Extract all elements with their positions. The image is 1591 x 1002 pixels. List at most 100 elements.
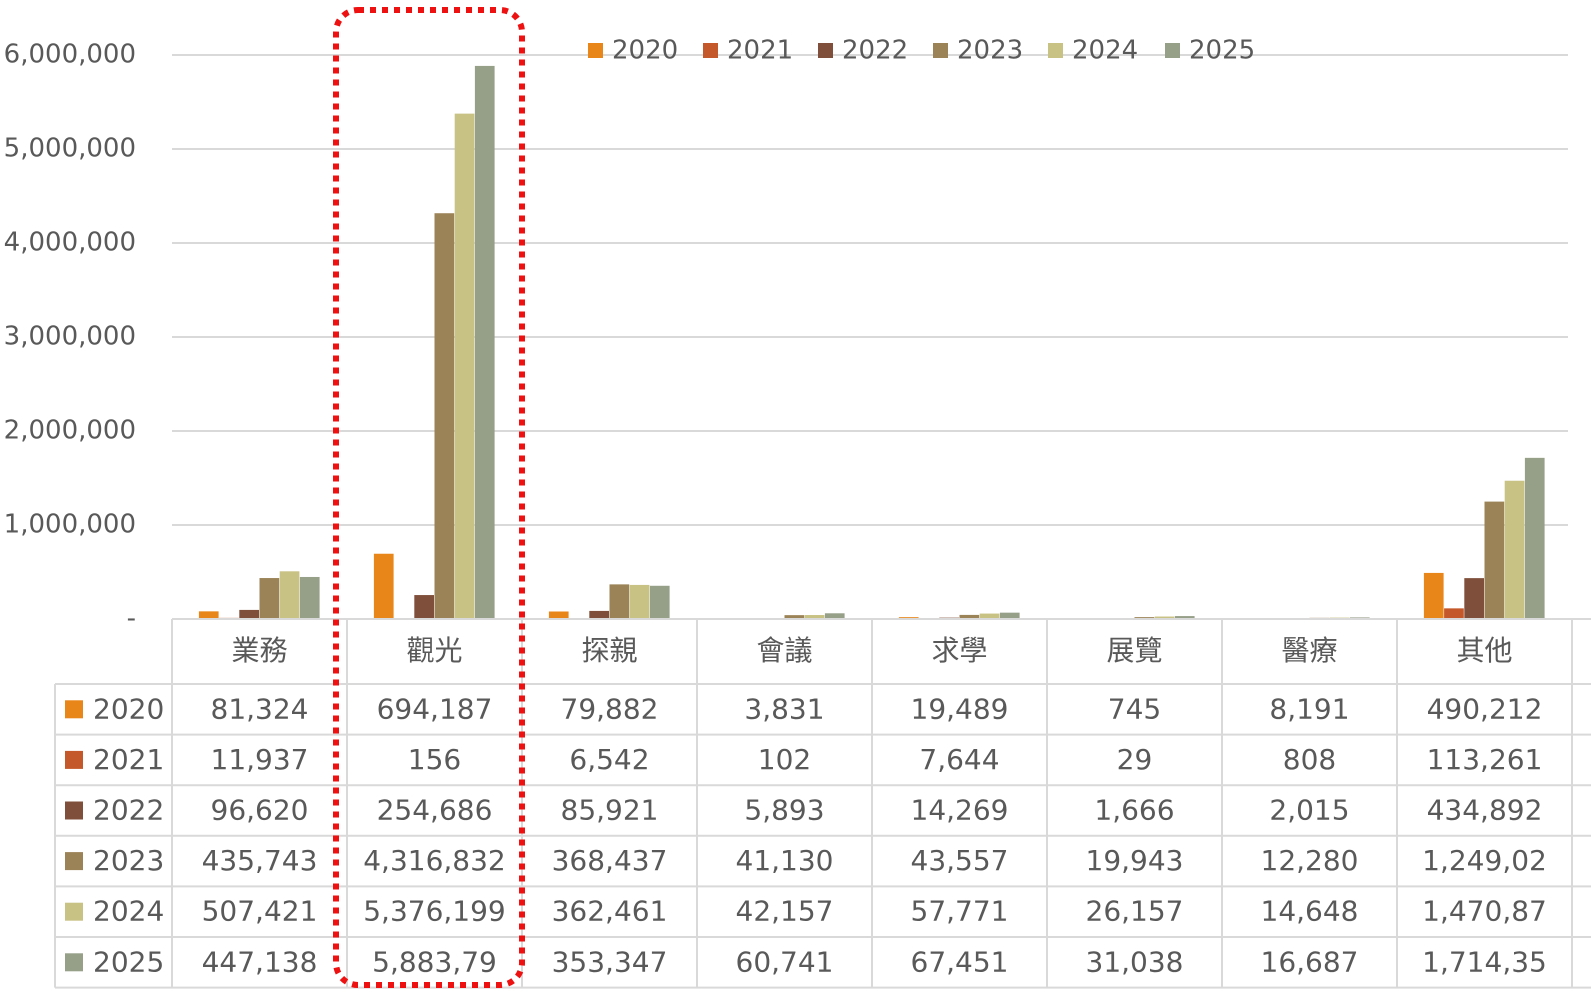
y-tick-label: -	[127, 604, 136, 634]
table-cell: 19,943	[1086, 844, 1184, 877]
table-cell: 79,882	[561, 692, 659, 725]
table-cell: 7,644	[919, 743, 999, 776]
table-cell: 1,714,35	[1422, 945, 1547, 978]
highlight-box	[333, 7, 525, 988]
legend-label: 2025	[1189, 36, 1255, 66]
bar	[1154, 616, 1175, 619]
table-cell: 5,893	[744, 794, 824, 827]
x-tick-label: 業務	[231, 634, 287, 667]
table-cell: 507,421	[202, 895, 318, 928]
y-tick-label: 4,000,000	[4, 228, 136, 258]
bar	[1484, 501, 1505, 619]
legend-swatch	[703, 43, 718, 58]
table-cell: 435,743	[202, 844, 318, 877]
bars	[198, 65, 1545, 620]
table-cell: 2,015	[1269, 794, 1349, 827]
legend-key	[65, 750, 83, 769]
table-cell: 490,212	[1427, 692, 1543, 725]
table-cell: 6,542	[569, 743, 649, 776]
bar	[804, 615, 825, 619]
x-tick-label: 觀光	[406, 634, 462, 667]
bar	[434, 213, 455, 620]
table-cell: 5,883,79	[372, 945, 497, 978]
table-cell: 808	[1283, 743, 1336, 776]
table-cell: 156	[408, 743, 461, 776]
legend-swatch	[818, 43, 833, 58]
bar	[1423, 572, 1444, 619]
bar	[959, 614, 980, 619]
row-label: 2022	[93, 794, 164, 827]
legend-label: 2022	[842, 36, 908, 66]
y-tick-label: 2,000,000	[4, 416, 136, 446]
table-cell: 447,138	[202, 945, 318, 978]
bar	[784, 615, 805, 619]
table-cell: 96,620	[211, 794, 309, 827]
bar	[999, 612, 1020, 619]
bar	[279, 571, 300, 619]
bar	[609, 584, 630, 619]
bar	[1174, 616, 1195, 619]
row-label: 2025	[93, 945, 164, 978]
data-table: 業務 81,324 11,937 96,620 435,743 507,421 447,13…	[54, 618, 1591, 989]
row-label: 2024	[93, 895, 164, 928]
table-cell: 1,249,02	[1422, 844, 1547, 877]
legend-label: 2021	[727, 36, 793, 66]
table-cell: 42,157	[736, 895, 834, 928]
row-label: 2023	[93, 844, 164, 877]
table-cell: 41,130	[736, 844, 834, 877]
legend-label: 2023	[957, 36, 1023, 66]
legend-swatch	[1048, 43, 1063, 58]
table-cell: 3,831	[744, 692, 824, 725]
bar	[1504, 480, 1525, 619]
table-cell: 8,191	[1269, 692, 1349, 725]
table-cell: 362,461	[552, 895, 668, 928]
table-cell: 57,771	[911, 895, 1009, 928]
bar	[1444, 608, 1464, 619]
table-cell: 254,686	[377, 794, 493, 827]
table-cell: 4,316,832	[363, 844, 506, 877]
table-cell: 67,451	[911, 945, 1009, 978]
table-cell: 694,187	[377, 692, 493, 725]
bar	[1464, 578, 1484, 619]
bar	[589, 610, 609, 619]
table-cell: 353,347	[552, 945, 668, 978]
x-tick-label: 會議	[756, 634, 812, 667]
legend-label: 2024	[1072, 36, 1138, 66]
table-cell: 60,741	[736, 945, 834, 978]
x-tick-label: 求學	[931, 634, 987, 667]
legend-label: 2020	[612, 36, 678, 66]
bar	[548, 611, 569, 619]
bar	[259, 578, 280, 619]
x-tick-label: 探親	[581, 634, 637, 667]
bar	[299, 576, 320, 619]
table-cell: 29	[1117, 743, 1153, 776]
table-cell: 81,324	[211, 692, 309, 725]
bar	[198, 611, 219, 619]
table-cell: 16,687	[1261, 945, 1359, 978]
table-cell: 434,892	[1427, 794, 1543, 827]
legend-swatch	[588, 43, 603, 58]
legend-swatch	[933, 43, 948, 58]
x-tick-label: 其他	[1456, 634, 1512, 667]
bar	[373, 553, 394, 619]
y-tick-label: 5,000,000	[4, 134, 136, 164]
table-cell: 14,648	[1261, 895, 1359, 928]
table-cell: 14,269	[911, 794, 1009, 827]
row-label: 2020	[93, 692, 164, 725]
y-tick-label: 6,000,000	[4, 40, 136, 70]
table-cell: 12,280	[1261, 844, 1359, 877]
table-cell: 113,261	[1427, 743, 1543, 776]
bar	[474, 65, 495, 620]
table-cell: 1,470,87	[1422, 895, 1547, 928]
table-cell: 5,376,199	[363, 895, 506, 928]
table-cell: 1,666	[1094, 794, 1174, 827]
legend-key	[65, 801, 83, 820]
table-cell: 85,921	[561, 794, 659, 827]
legend-key	[65, 852, 83, 871]
x-tick-label: 展覽	[1106, 634, 1162, 667]
bar	[629, 584, 650, 619]
y-tick-label: 3,000,000	[4, 322, 136, 352]
bar	[1524, 457, 1545, 619]
bar	[239, 609, 259, 619]
